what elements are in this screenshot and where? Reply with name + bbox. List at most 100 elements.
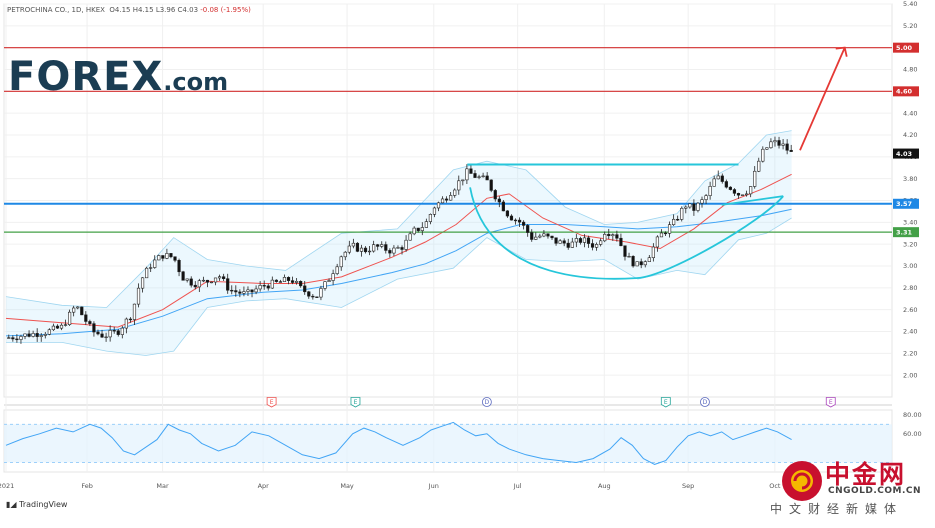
candle-body	[7, 337, 11, 339]
watermark-url: CNGOLD.COM.CN	[828, 486, 922, 496]
y-tick-label: 3.40	[903, 219, 917, 227]
candle-body	[789, 149, 793, 152]
candle-body	[120, 327, 124, 335]
candle-body	[363, 247, 368, 253]
candle-body	[173, 256, 177, 261]
candle-body	[307, 291, 311, 297]
candle-body	[136, 287, 141, 305]
candle-body	[189, 278, 193, 286]
candle-body	[116, 330, 120, 335]
candle-body	[213, 277, 218, 283]
candle-body	[538, 235, 542, 238]
candle-body	[517, 219, 522, 223]
candle-body	[112, 330, 116, 332]
candle-body	[68, 311, 72, 325]
candle-body	[290, 280, 295, 283]
candle-body	[676, 218, 680, 221]
candle-body	[736, 193, 741, 196]
candle-body	[720, 175, 724, 182]
event-marker-label: E	[270, 399, 274, 406]
candle-body	[522, 221, 526, 226]
y-tick-label: 5.20	[903, 22, 917, 30]
level-price-tag	[893, 198, 919, 209]
dividend-marker	[481, 397, 492, 407]
candle-body	[124, 318, 128, 329]
candle-body	[145, 267, 149, 279]
watermark-title: 中金网	[825, 460, 907, 489]
candle-body	[680, 207, 684, 220]
candle-body	[51, 325, 55, 331]
candle-body	[27, 333, 31, 337]
candle-body	[509, 215, 514, 221]
cup-curve	[469, 187, 784, 280]
symbol-name: PETROCHINA CO., 1D, HKEX	[7, 6, 105, 14]
candle-body	[347, 245, 351, 253]
candle-body	[712, 178, 716, 187]
close-value: C4.03	[177, 6, 199, 14]
y-tick-label: 2.40	[903, 328, 917, 336]
candle-body	[461, 179, 465, 182]
candle-body	[651, 246, 655, 259]
candle-body	[485, 175, 489, 181]
candle-body	[457, 180, 461, 191]
candle-body	[505, 210, 510, 217]
candle-body	[542, 233, 546, 237]
cngold-watermark-icon	[782, 461, 822, 501]
candle-body	[773, 140, 777, 143]
candle-body	[157, 255, 161, 261]
event-marker-label: E	[829, 399, 833, 406]
candle-body	[590, 243, 595, 248]
candle-body	[286, 277, 291, 281]
candle-body	[554, 237, 558, 244]
candle-body	[611, 234, 615, 237]
candle-body	[201, 279, 205, 282]
candle-body	[96, 331, 100, 335]
candle-body	[355, 242, 360, 252]
candle-body	[11, 337, 15, 340]
candle-body	[331, 273, 335, 281]
candle-body	[655, 236, 660, 248]
x-tick-label: Mar	[156, 482, 169, 490]
candle-body	[445, 198, 449, 201]
candle-body	[274, 279, 278, 282]
candle-body	[35, 333, 39, 337]
candle-body	[63, 324, 68, 326]
candle-body	[582, 237, 587, 243]
candle-body	[250, 289, 254, 293]
candle-body	[623, 245, 627, 257]
candle-body	[684, 206, 688, 209]
candle-body	[627, 256, 631, 258]
rsi-band-fill	[4, 424, 892, 463]
forecast-arrow-shaft	[799, 47, 846, 151]
x-tick-label: May	[340, 482, 354, 490]
candle-body	[319, 288, 323, 298]
candle-body	[205, 279, 210, 283]
candle-body	[700, 199, 704, 204]
x-tick-label: Aug	[598, 482, 611, 490]
y-tick-label: 2.20	[903, 350, 917, 358]
candle-body	[440, 198, 445, 204]
candle-body	[424, 221, 428, 228]
forecast-arrow-head	[835, 46, 848, 57]
candle-body	[339, 256, 343, 268]
candle-body	[489, 179, 493, 191]
bollinger-band-fill	[6, 130, 792, 356]
candle-body	[230, 289, 234, 292]
tradingview-icon: ▮◢	[6, 500, 17, 509]
event-marker-label: D	[703, 399, 708, 406]
candle-body	[566, 242, 570, 248]
x-tick-label: Jul	[513, 482, 522, 490]
level-price-label: 4.60	[896, 88, 913, 96]
last-price-label: 4.03	[896, 150, 912, 158]
candle-body	[732, 189, 737, 194]
candle-body	[465, 168, 469, 181]
candle-body	[599, 240, 603, 245]
candle-body	[765, 147, 769, 150]
candle-body	[639, 261, 643, 266]
candle-body	[39, 335, 43, 337]
candle-body	[104, 336, 108, 339]
candle-body	[692, 203, 696, 211]
candle-body	[724, 181, 728, 188]
candle-body	[716, 175, 720, 180]
y-tick-label: 4.40	[903, 109, 917, 117]
